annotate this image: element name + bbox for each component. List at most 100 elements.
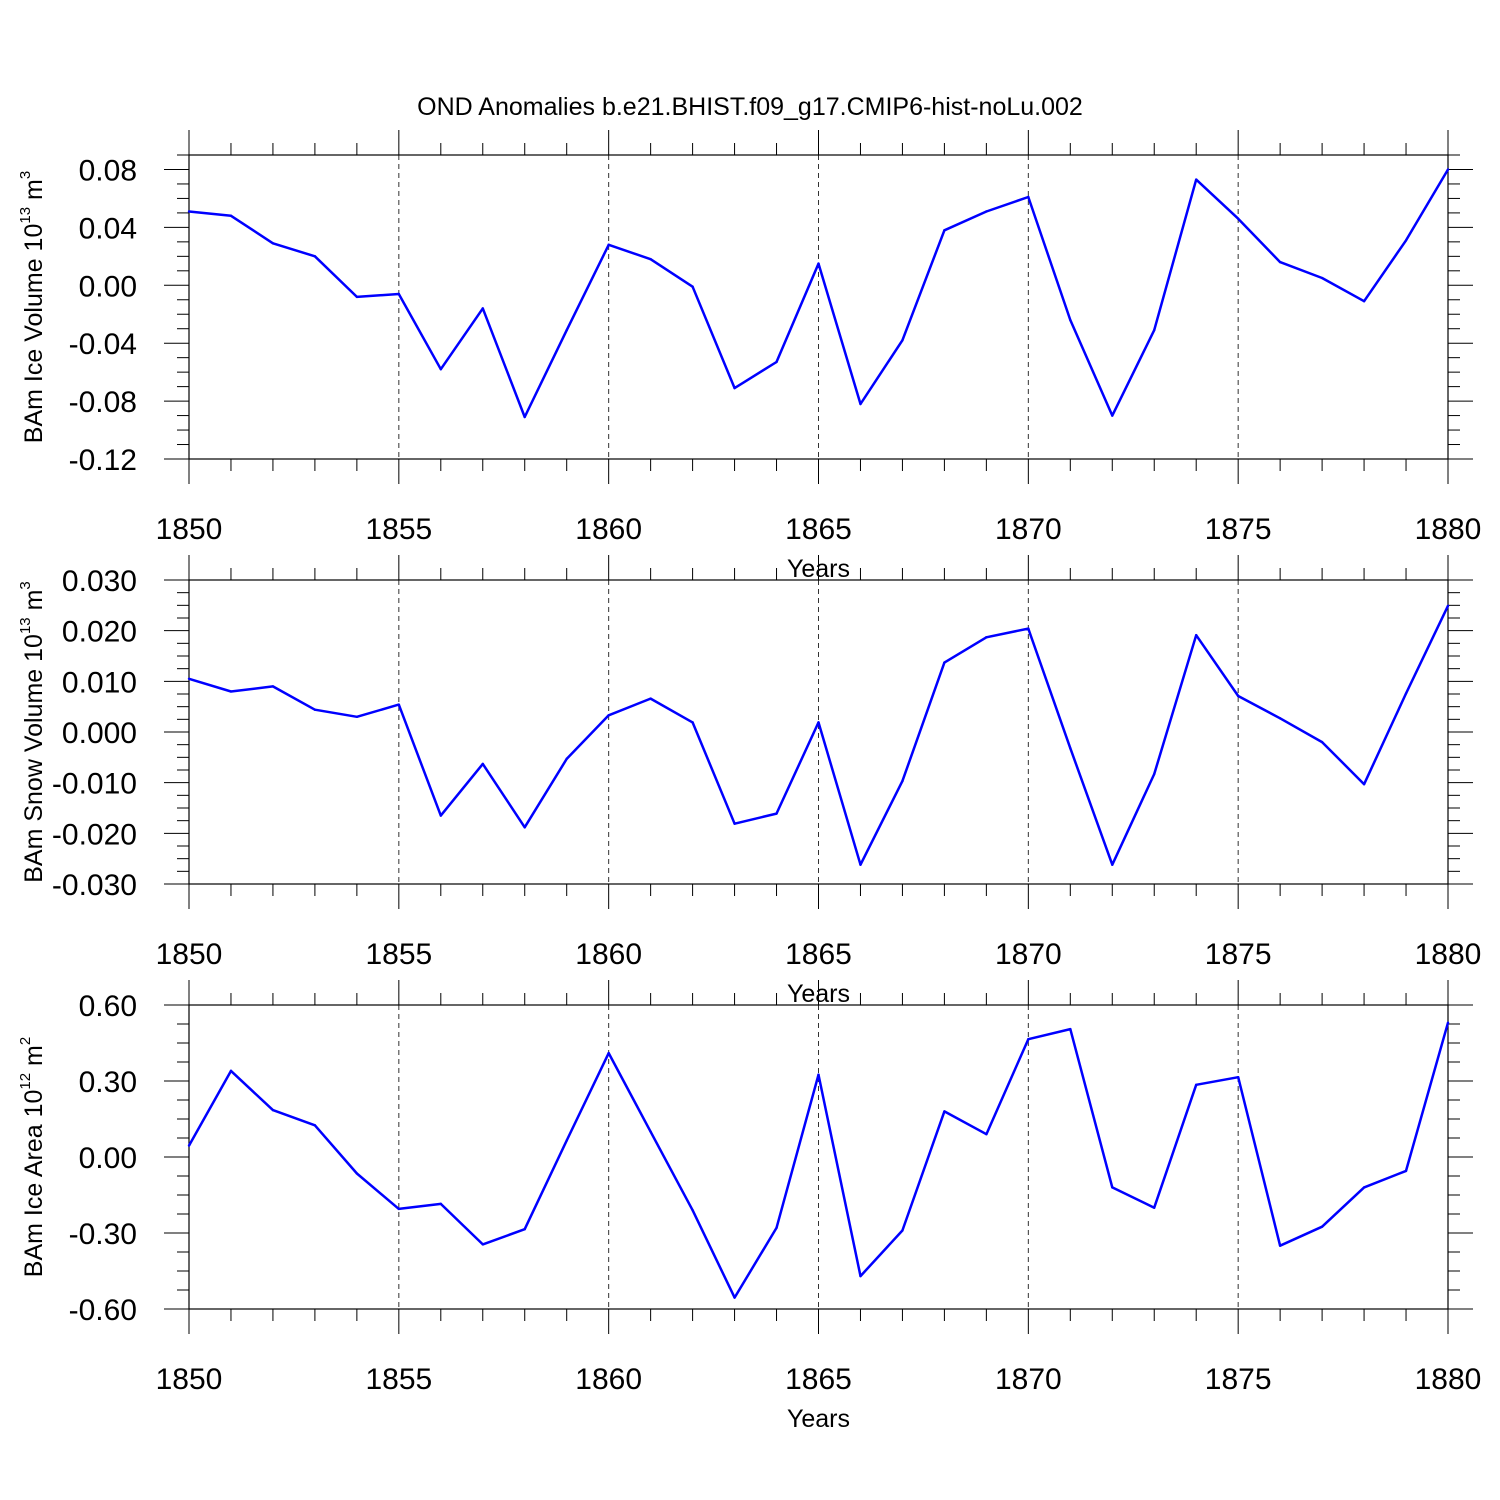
x-tick-label: 1850 bbox=[156, 513, 223, 546]
y-tick-label: 0.04 bbox=[79, 212, 137, 245]
data-point bbox=[1069, 747, 1072, 750]
x-tick-label: 1875 bbox=[1205, 513, 1272, 546]
y-tick-label: -0.04 bbox=[69, 328, 137, 361]
y-tick-label: -0.030 bbox=[52, 869, 137, 902]
x-tick-label: 1880 bbox=[1415, 938, 1482, 971]
data-point bbox=[1404, 692, 1408, 695]
y-axis-title-unit: m bbox=[20, 1045, 48, 1073]
data-point bbox=[649, 258, 652, 261]
data-point bbox=[187, 1144, 191, 1147]
data-point bbox=[859, 402, 862, 406]
y-tick-label: 0.00 bbox=[79, 1142, 137, 1175]
data-point bbox=[397, 292, 401, 296]
data-point bbox=[355, 715, 359, 718]
y-axis-title-exponent: 13 bbox=[17, 617, 34, 634]
data-point bbox=[271, 1108, 275, 1112]
data-point bbox=[649, 697, 652, 700]
x-tick-label: 1850 bbox=[156, 938, 223, 971]
data-point bbox=[313, 255, 317, 258]
x-tick-label: 1875 bbox=[1205, 938, 1272, 971]
data-point bbox=[481, 1243, 484, 1246]
data-point bbox=[1446, 168, 1450, 171]
data-point bbox=[565, 328, 568, 332]
data-point bbox=[1320, 276, 1324, 280]
y-axis-title-unit: m bbox=[20, 590, 48, 618]
x-tick-label: 1870 bbox=[995, 938, 1062, 971]
x-tick-label: 1860 bbox=[575, 513, 642, 546]
data-point bbox=[607, 714, 610, 717]
chart-panels: 1850 1855 1860 1865 1870 1875 1880 Years -0.12 -0… bbox=[17, 130, 1481, 1433]
data-point bbox=[943, 229, 946, 232]
data-point bbox=[733, 386, 736, 390]
x-tick-label: 1855 bbox=[365, 938, 432, 971]
data-point bbox=[943, 1110, 946, 1113]
data-point bbox=[1195, 178, 1198, 181]
data-point bbox=[691, 1209, 694, 1212]
data-point bbox=[1278, 717, 1282, 720]
data-point bbox=[1236, 217, 1240, 220]
data-point bbox=[901, 339, 904, 342]
y-axis-title: BAm Ice Area 1012 m2 bbox=[17, 1037, 48, 1277]
data-point bbox=[1446, 1021, 1450, 1024]
y-axis-title-text: BAm Ice Volume 10 bbox=[20, 224, 48, 444]
data-point bbox=[1069, 318, 1072, 322]
x-tick-label: 1880 bbox=[1415, 1363, 1482, 1396]
data-point bbox=[439, 368, 442, 371]
y-tick-label: 0.00 bbox=[79, 270, 137, 303]
data-point bbox=[859, 1274, 862, 1278]
data-point bbox=[985, 1133, 988, 1136]
x-tick-label: 1880 bbox=[1415, 513, 1482, 546]
data-point bbox=[901, 1229, 904, 1232]
chart-panel-2: 1850 1855 1860 1865 1870 1875 1880Years-0.030-… bbox=[17, 555, 1481, 1008]
data-point bbox=[565, 1139, 568, 1142]
data-point bbox=[397, 1207, 401, 1211]
x-tick-label: 1875 bbox=[1205, 1363, 1272, 1396]
y-tick-label: -0.020 bbox=[52, 818, 137, 851]
y-tick-label: -0.30 bbox=[69, 1218, 137, 1251]
data-point bbox=[271, 242, 275, 245]
data-point bbox=[1027, 1038, 1030, 1041]
data-point bbox=[1027, 195, 1030, 199]
data-point bbox=[1362, 1186, 1366, 1189]
y-axis-title-unit-exponent: 2 bbox=[17, 1037, 34, 1045]
chart-title: OND Anomalies b.e21.BHIST.f09_g17.CMIP6-… bbox=[417, 93, 1083, 121]
x-tick-label: 1865 bbox=[785, 938, 852, 971]
x-tick-label: 1855 bbox=[365, 1363, 432, 1396]
data-point bbox=[439, 1202, 442, 1206]
data-point bbox=[817, 721, 820, 724]
chart-panel-3: 1850 1855 1860 1865 1870 1875 1880 Years -0.60 -0… bbox=[17, 980, 1481, 1433]
y-tick-label: 0.30 bbox=[79, 1066, 137, 1099]
data-point bbox=[1069, 1027, 1072, 1031]
data-point bbox=[313, 708, 317, 711]
y-tick-label: -0.010 bbox=[52, 768, 137, 801]
data-point bbox=[985, 210, 988, 213]
data-point bbox=[187, 677, 191, 680]
data-point bbox=[355, 1172, 359, 1175]
data-point bbox=[607, 243, 610, 246]
data-point bbox=[481, 762, 484, 766]
data-point bbox=[1320, 740, 1324, 744]
y-tick-label: 0.08 bbox=[79, 154, 137, 187]
y-axis-title-unit-exponent: 3 bbox=[17, 581, 34, 589]
data-point bbox=[523, 1228, 526, 1231]
y-tick-label: 0.000 bbox=[62, 717, 137, 750]
x-tick-label: 1850 bbox=[156, 1363, 223, 1396]
y-axis-title-unit: m bbox=[20, 179, 48, 207]
data-point bbox=[1404, 239, 1408, 242]
data-point bbox=[481, 307, 484, 310]
data-point bbox=[775, 1226, 778, 1230]
data-point bbox=[1027, 627, 1030, 630]
data-point bbox=[1236, 694, 1240, 698]
y-axis-title: BAm Ice Volume 1013 m3 bbox=[17, 171, 48, 443]
data-point bbox=[1362, 300, 1366, 303]
data-point bbox=[691, 285, 694, 288]
y-tick-label: 0.020 bbox=[62, 616, 137, 649]
data-point bbox=[1153, 772, 1156, 776]
data-point bbox=[733, 1296, 736, 1299]
data-point bbox=[229, 1069, 233, 1073]
y-tick-label: -0.12 bbox=[69, 444, 137, 477]
y-axis-title: BAm Snow Volume 1013 m3 bbox=[17, 581, 48, 883]
data-point bbox=[1404, 1169, 1408, 1173]
data-point bbox=[1195, 634, 1198, 637]
